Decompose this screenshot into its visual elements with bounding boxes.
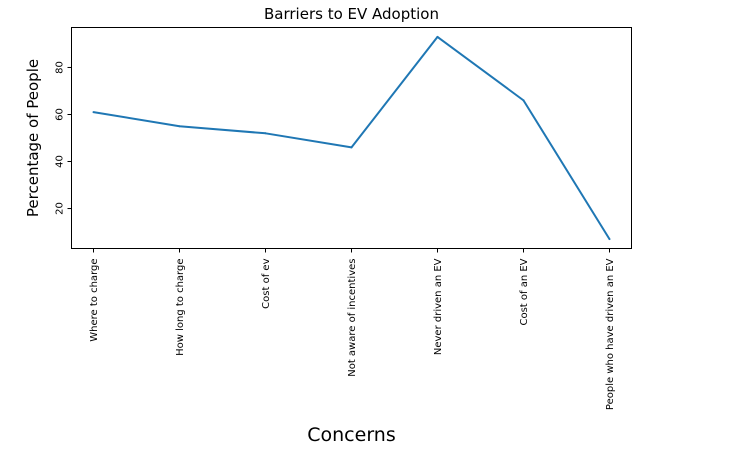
x-tick-label: Where to charge <box>89 259 100 342</box>
y-tick-label: 80 <box>55 61 66 74</box>
data-point <box>264 132 267 135</box>
data-point <box>92 111 95 114</box>
y-tick-label: 60 <box>55 108 66 121</box>
y-tick-label: 40 <box>55 155 66 168</box>
x-axis-title: Concerns <box>307 424 396 446</box>
y-tick-label: 20 <box>55 202 66 215</box>
x-axis-ticks: Where to charge How long to charge Cost of… <box>89 248 616 410</box>
x-tick-label: Cost of ev <box>261 258 272 308</box>
series-line <box>93 35 611 240</box>
x-tick-label: How long to charge <box>175 259 186 356</box>
data-point <box>522 99 525 102</box>
x-tick-label: People who have driven an EV <box>605 258 616 410</box>
x-tick-label: Not aware of incentives <box>347 259 358 377</box>
data-point <box>178 125 181 128</box>
x-tick-label: Never driven an EV <box>433 258 444 355</box>
y-axis-ticks: 20 40 60 80 <box>55 61 72 215</box>
data-point <box>608 238 611 241</box>
chart-title: Barriers to EV Adoption <box>264 5 439 23</box>
data-point <box>350 146 353 149</box>
series-layer <box>92 35 611 241</box>
data-point <box>436 35 439 38</box>
y-axis-title: Percentage of People <box>24 59 42 217</box>
x-tick-label: Cost of an EV <box>519 258 530 325</box>
